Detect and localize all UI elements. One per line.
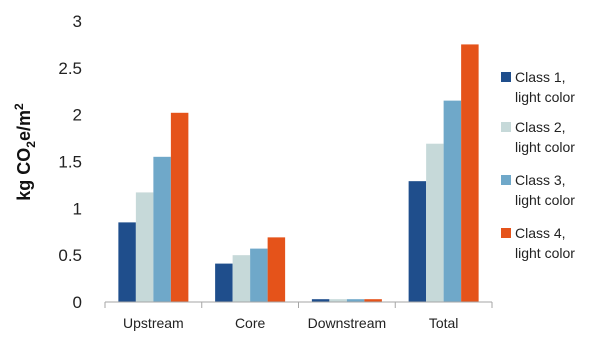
bar [426,143,444,302]
y-tick-label: 2 [73,106,82,125]
bar [250,248,268,302]
category-labels: Upstream Core Downstream Total [123,315,458,331]
y-tick-label: 0 [73,293,82,312]
y-tick-label: 3 [73,12,82,31]
bar [118,222,136,302]
legend-entry: Class 4, light color [515,225,575,261]
y-tick-label: 1.5 [58,153,82,172]
category-label: Upstream [123,315,184,331]
y-tick-label: 2.5 [58,59,82,78]
legend-swatch [501,72,511,82]
bar [461,44,479,303]
legend-entry: Class 1, light color [515,69,575,105]
y-axis-ticks: 0 0.5 1 1.5 2 2.5 3 [58,12,82,312]
bar [267,237,286,302]
y-tick-label: 0.5 [58,246,82,265]
bar [311,299,330,302]
legend-entry: Class 2, light color [515,119,575,155]
bar [232,255,251,302]
bar [135,192,154,302]
bar [329,299,347,302]
legend: Class 1, light color Class 2, light color Cl… [501,69,575,261]
category-label: Core [235,315,266,331]
legend-entry: Class 3, light color [515,172,575,208]
legend-swatch [501,175,511,185]
bar [346,299,365,302]
y-tick-label: 1 [73,199,82,218]
bars [118,44,479,303]
bar [170,112,189,302]
legend-swatch [501,122,511,132]
bar [364,299,382,302]
bar [408,181,427,302]
bar [153,156,171,302]
category-label: Total [429,315,459,331]
bar [443,100,462,302]
y-axis-label: kg CO2e/m2 [12,103,38,201]
legend-swatch [501,228,511,238]
x-axis-ticks [104,302,493,308]
bar [215,263,233,302]
category-label: Downstream [308,315,387,331]
